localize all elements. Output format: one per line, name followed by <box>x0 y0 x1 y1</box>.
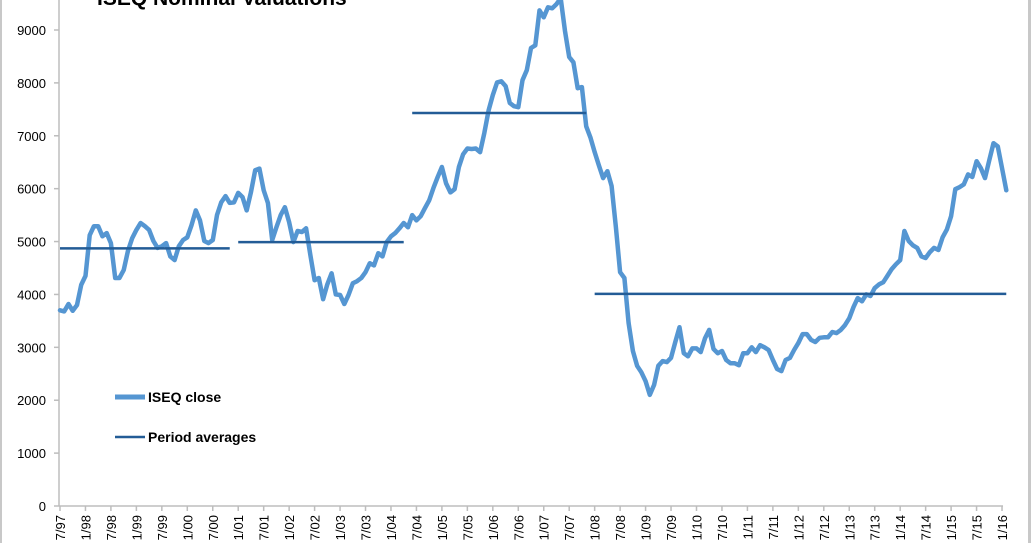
x-tick-label: 7/03 <box>359 515 374 540</box>
legend-label-iseq-close: ISEQ close <box>148 389 221 405</box>
y-tick-label: 3000 <box>17 340 46 355</box>
x-tick-label: 7/02 <box>308 515 323 540</box>
x-tick-label: 1/00 <box>180 515 195 540</box>
chart-frame-right <box>1028 0 1031 543</box>
x-tick-label: 7/07 <box>562 515 577 540</box>
y-tick-label: 5000 <box>17 235 46 250</box>
x-tick-label: 1/12 <box>791 515 806 540</box>
x-tick-label: 7/15 <box>970 515 985 540</box>
x-tick-label: 1/02 <box>282 515 297 540</box>
y-tick-label: 6000 <box>17 182 46 197</box>
chart-title: ISEQ Nominal Valuations <box>97 0 347 11</box>
x-tick-label: 7/01 <box>257 515 272 540</box>
y-tick-label: 0 <box>39 499 46 514</box>
x-tick-label: 1/11 <box>740 515 755 539</box>
x-tick-label: 1/05 <box>435 515 450 540</box>
series-line-iseq-close <box>57 0 1009 398</box>
x-tick-label: 1/08 <box>588 515 603 540</box>
x-tick-label: 7/12 <box>817 515 832 540</box>
y-tick-label: 2000 <box>17 393 46 408</box>
x-tick-label: 7/11 <box>766 515 781 539</box>
legend-label-period-averages: Period averages <box>148 429 256 445</box>
x-tick-label: 1/99 <box>129 515 144 540</box>
x-axis-ticks: 7/97 1/98 7/98 1/99 7/99 1/00 7/00 1/01 7/01 1/02… <box>53 506 1010 540</box>
y-tick-label: 8000 <box>17 76 46 91</box>
x-tick-label: 1/03 <box>333 515 348 540</box>
x-tick-label: 1/06 <box>486 515 501 540</box>
x-tick-label: 7/00 <box>206 515 221 540</box>
x-tick-label: 7/10 <box>715 515 730 540</box>
x-tick-label: 1/16 <box>995 515 1010 540</box>
x-tick-label: 7/05 <box>460 515 475 540</box>
series-group <box>57 0 1009 398</box>
x-tick-label: 7/09 <box>664 515 679 540</box>
chart-frame-left <box>0 0 2 543</box>
y-axis-ticks: 0 1000 2000 3000 4000 5000 6000 7000 8000 9000 <box>17 23 59 514</box>
legend: ISEQ close Period averages <box>115 389 256 445</box>
axes <box>58 0 1004 507</box>
x-tick-label: 1/10 <box>690 515 705 540</box>
y-tick-label: 1000 <box>17 446 46 461</box>
x-tick-label: 7/08 <box>613 515 628 540</box>
x-tick-label: 1/09 <box>639 515 654 540</box>
x-tick-label: 1/01 <box>231 515 246 540</box>
x-tick-label: 1/04 <box>384 515 399 540</box>
x-tick-label: 1/98 <box>78 515 93 540</box>
x-tick-label: 7/14 <box>919 515 934 540</box>
x-tick-label: 1/14 <box>893 515 908 540</box>
x-tick-label: 7/97 <box>53 515 68 540</box>
x-tick-label: 7/98 <box>104 515 119 540</box>
y-tick-label: 4000 <box>17 287 46 302</box>
x-tick-label: 1/13 <box>842 515 857 540</box>
y-tick-label: 7000 <box>17 129 46 144</box>
x-tick-label: 1/07 <box>537 515 552 540</box>
x-tick-label: 7/99 <box>155 515 170 540</box>
x-tick-label: 7/04 <box>409 515 424 540</box>
x-tick-label: 1/15 <box>944 515 959 540</box>
x-tick-label: 7/06 <box>511 515 526 540</box>
x-tick-label: 7/13 <box>868 515 883 540</box>
y-tick-label: 9000 <box>17 23 46 38</box>
